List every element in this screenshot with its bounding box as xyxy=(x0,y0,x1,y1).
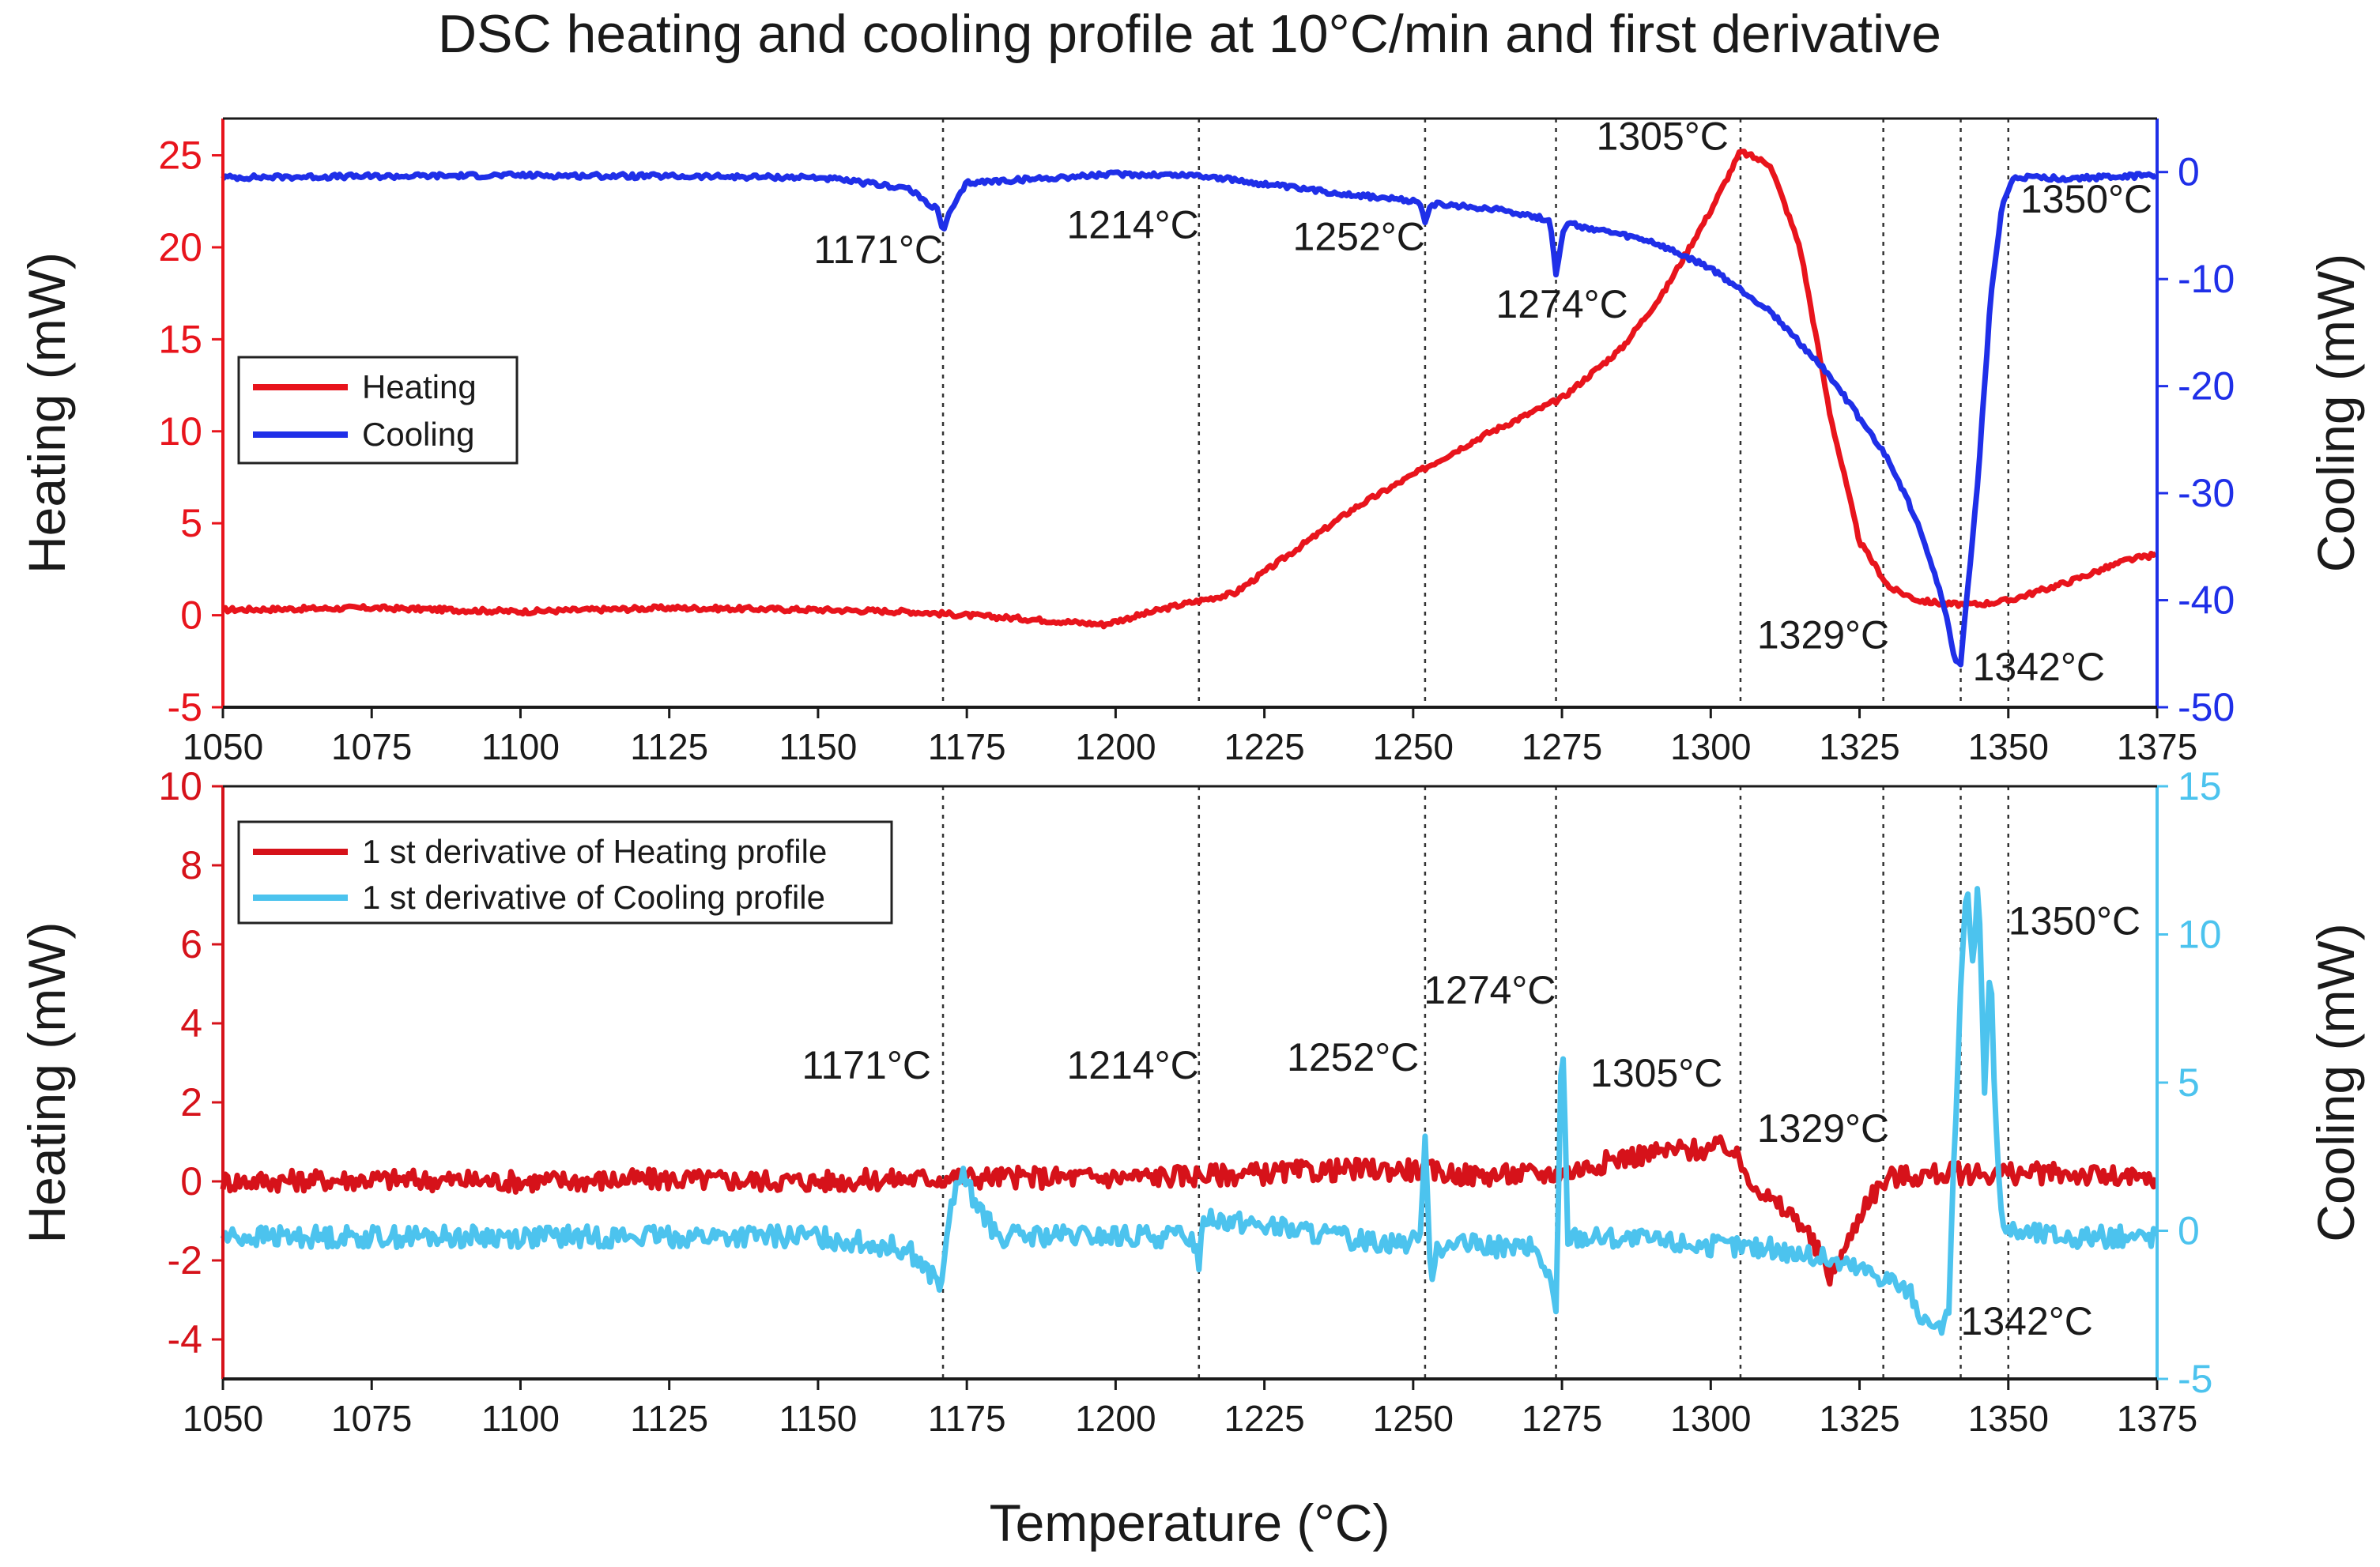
x-tick-label: 1175 xyxy=(928,726,1006,767)
x-tick-label: 1350 xyxy=(1968,1398,2049,1439)
right-y-tick-label: -5 xyxy=(2178,1357,2212,1401)
legend-box xyxy=(237,820,893,925)
left-y-axis-title: Heating (mW) xyxy=(17,921,76,1243)
peak-annotation: 1214°C xyxy=(1066,203,1198,247)
peak-annotation: 1329°C xyxy=(1757,1106,1889,1151)
series-line-cooling xyxy=(221,169,2158,668)
legend-label: 1 st derivative of Heating profile xyxy=(362,833,827,870)
left-y-tick-label: 25 xyxy=(158,134,202,178)
peak-annotation: 1171°C xyxy=(813,228,943,272)
right-y-tick-label: 15 xyxy=(2178,764,2222,808)
right-y-tick-label: -50 xyxy=(2178,685,2235,729)
peak-annotation: 1274°C xyxy=(1424,968,1556,1012)
left-y-tick-label: 20 xyxy=(158,225,202,269)
left-y-tick-label: -2 xyxy=(168,1238,202,1283)
legend: Heating Cooling xyxy=(237,356,519,465)
right-y-axis-title: Cooling (mW) xyxy=(2306,254,2365,572)
left-y-tick-label: 10 xyxy=(158,409,202,454)
right-y-tick-label: 0 xyxy=(2178,150,2200,194)
right-y-axis-title: Cooling (mW) xyxy=(2306,923,2365,1241)
series-line-heating xyxy=(222,149,2158,630)
x-tick-label: 1325 xyxy=(1819,726,1899,767)
x-tick-label: 1075 xyxy=(331,1398,412,1439)
x-tick-label: 1225 xyxy=(1224,1398,1304,1439)
legend-box xyxy=(237,356,519,465)
x-tick-label: 1250 xyxy=(1373,1398,1454,1439)
legend-label: Heating xyxy=(362,368,477,405)
legend: 1 st derivative of Heating profile 1 st d… xyxy=(237,820,893,925)
x-tick-label: 1275 xyxy=(1522,726,1602,767)
peak-annotation: 1214°C xyxy=(1066,1043,1198,1087)
left-y-tick-label: 5 xyxy=(180,501,202,545)
chart-title: DSC heating and cooling profile at 10°C/… xyxy=(438,4,1941,64)
x-tick-label: 1325 xyxy=(1819,1398,1899,1439)
peak-annotation: 1305°C xyxy=(1597,115,1729,159)
legend-label: 1 st derivative of Cooling profile xyxy=(362,879,825,916)
x-tick-label: 1050 xyxy=(183,1398,263,1439)
x-tick-label: 1300 xyxy=(1670,1398,1751,1439)
right-y-tick-label: -10 xyxy=(2178,257,2235,301)
x-tick-label: 1250 xyxy=(1373,726,1454,767)
chart-panels: 1050 1075 1100 1125 1150 1175 1200 1225 1250 1275… xyxy=(17,115,2365,1439)
peak-annotation: 1350°C xyxy=(2020,177,2152,221)
x-tick-label: 1375 xyxy=(2117,726,2197,767)
left-y-tick-label: 0 xyxy=(180,593,202,638)
legend-label: Cooling xyxy=(362,416,474,453)
chart-panel-1: 1050 1075 1100 1125 1150 1175 1200 1225 1250 1275… xyxy=(17,115,2365,767)
left-y-tick-label: 8 xyxy=(180,843,202,887)
x-tick-label: 1200 xyxy=(1075,1398,1156,1439)
series-line-1-st-derivative-of-cooling-profile xyxy=(220,886,2159,1336)
x-tick-label: 1275 xyxy=(1522,1398,1602,1439)
left-y-tick-label: 15 xyxy=(158,317,202,361)
peak-annotation: 1342°C xyxy=(1961,1299,2093,1343)
right-y-tick-label: -30 xyxy=(2178,471,2235,515)
x-tick-label: 1200 xyxy=(1075,726,1156,767)
left-y-tick-label: 0 xyxy=(180,1159,202,1204)
x-tick-label: 1075 xyxy=(331,726,412,767)
x-tick-label: 1125 xyxy=(630,726,708,767)
left-y-tick-label: -5 xyxy=(168,685,202,729)
x-tick-label: 1100 xyxy=(481,726,560,767)
x-tick-label: 1300 xyxy=(1670,726,1751,767)
peak-annotation: 1329°C xyxy=(1757,613,1889,657)
x-tick-label: 1150 xyxy=(779,726,857,767)
chart-panel-2: 1050 1075 1100 1125 1150 1175 1200 1225 1250 1275… xyxy=(17,764,2365,1439)
peak-annotation: 1305°C xyxy=(1590,1051,1722,1095)
x-tick-label: 1350 xyxy=(1968,726,2049,767)
right-y-tick-label: 5 xyxy=(2178,1060,2200,1105)
peak-annotation: 1252°C xyxy=(1293,215,1425,259)
peak-annotation: 1252°C xyxy=(1287,1035,1419,1079)
x-tick-label: 1100 xyxy=(481,1398,560,1439)
x-tick-label: 1125 xyxy=(630,1398,708,1439)
x-tick-label: 1050 xyxy=(183,726,263,767)
x-tick-label: 1175 xyxy=(928,1398,1006,1439)
series-line-1-st-derivative-of-heating-profile xyxy=(220,1134,2159,1287)
left-y-tick-label: 2 xyxy=(180,1080,202,1124)
peak-annotation: 1274°C xyxy=(1496,282,1628,326)
right-y-tick-label: 10 xyxy=(2178,913,2222,957)
right-y-tick-label: 0 xyxy=(2178,1209,2200,1253)
peak-annotation: 1350°C xyxy=(2008,899,2140,944)
right-y-tick-label: -40 xyxy=(2178,578,2235,623)
peak-annotation: 1342°C xyxy=(1973,645,2105,689)
x-tick-label: 1225 xyxy=(1224,726,1304,767)
x-axis-title: Temperature (°C) xyxy=(990,1494,1390,1552)
left-y-tick-label: 4 xyxy=(180,1001,202,1045)
left-y-axis-title: Heating (mW) xyxy=(17,252,76,574)
left-y-tick-label: -4 xyxy=(168,1317,202,1362)
right-y-tick-label: -20 xyxy=(2178,364,2235,409)
x-tick-label: 1375 xyxy=(2117,1398,2197,1439)
x-tick-label: 1150 xyxy=(779,1398,857,1439)
left-y-tick-label: 10 xyxy=(158,764,202,808)
left-y-tick-label: 6 xyxy=(180,922,202,966)
peak-annotation: 1171°C xyxy=(802,1043,931,1087)
